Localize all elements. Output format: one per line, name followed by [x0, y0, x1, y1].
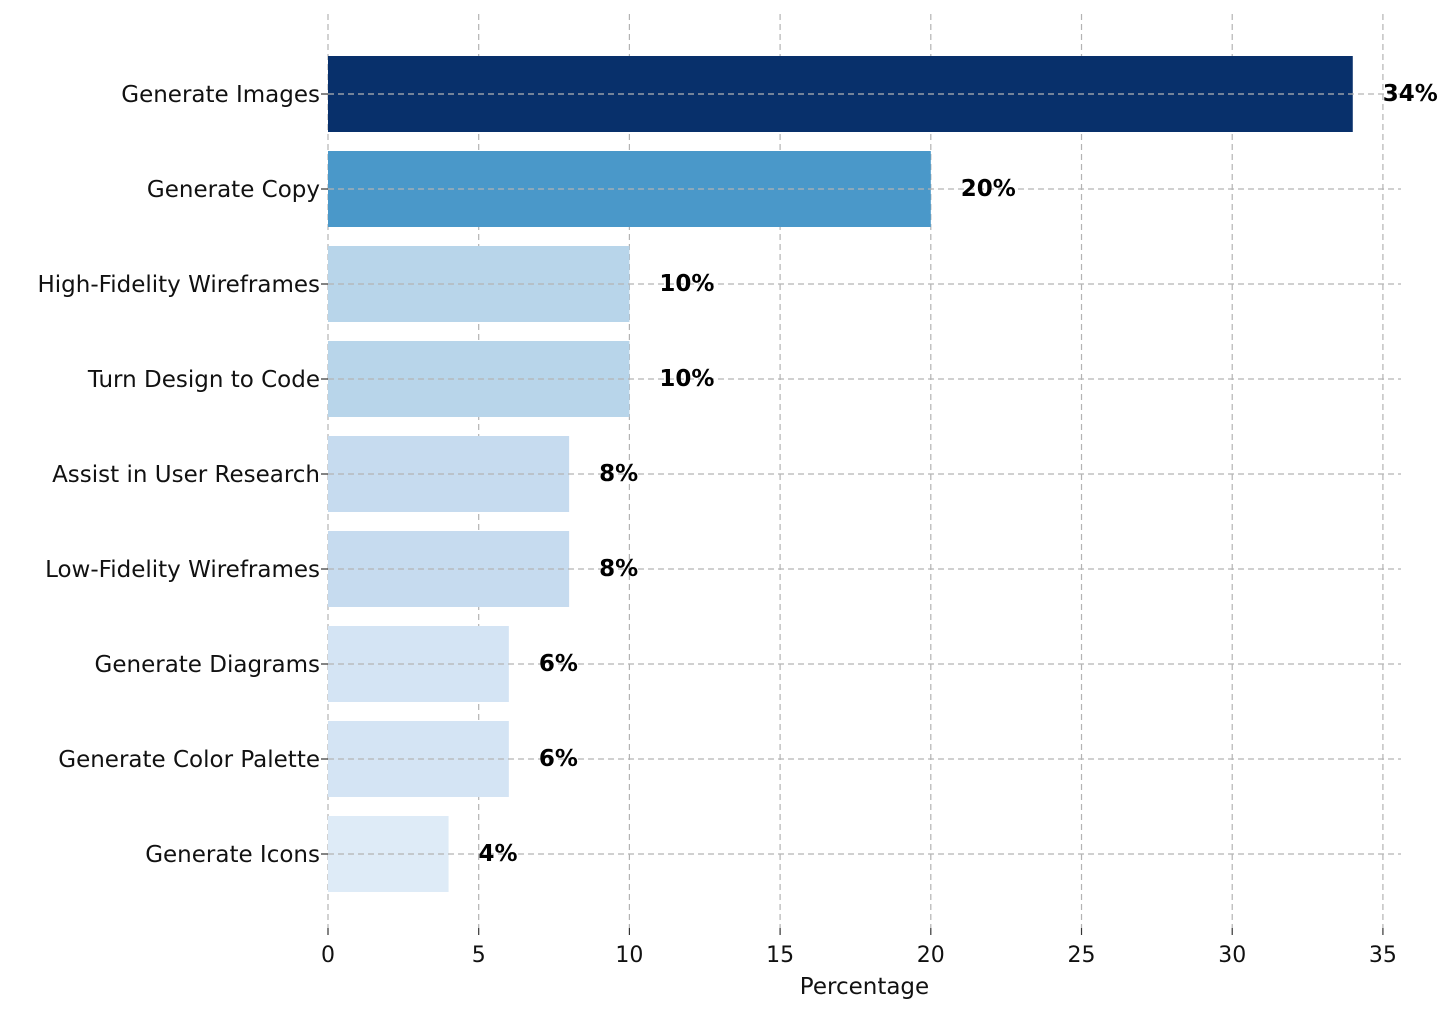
category-label: Generate Diagrams	[95, 652, 320, 678]
value-labels: 34% 20% 10% 10% 8% 8% 6% 6% 4%	[479, 81, 1438, 867]
x-tick-label: 15	[766, 943, 794, 968]
category-label: Generate Images	[121, 82, 320, 108]
category-label: Generate Icons	[145, 842, 320, 868]
category-label: Assist in User Research	[52, 462, 320, 488]
value-label: 10%	[659, 366, 714, 392]
value-label: 34%	[1383, 81, 1438, 107]
horizontal-grid-lines	[328, 93, 1401, 855]
category-label: Generate Copy	[147, 177, 320, 203]
category-label: High-Fidelity Wireframes	[38, 272, 321, 298]
value-label: 8%	[599, 556, 638, 582]
x-axis-title: Percentage	[800, 974, 929, 1000]
value-label: 6%	[539, 746, 578, 772]
x-tick-label: 0	[321, 943, 335, 968]
category-label: Generate Color Palette	[58, 747, 320, 773]
category-label: Turn Design to Code	[87, 367, 320, 393]
value-label: 4%	[479, 841, 518, 867]
value-label: 6%	[539, 651, 578, 677]
x-tick-label: 20	[917, 943, 945, 968]
x-axis: 0 5 10 15 20 25 30 35	[321, 928, 1397, 968]
x-tick-label: 25	[1068, 943, 1096, 968]
x-tick-label: 10	[615, 943, 643, 968]
value-label: 20%	[961, 176, 1016, 202]
x-tick-label: 35	[1369, 943, 1397, 968]
x-tick-label: 30	[1218, 943, 1246, 968]
y-axis: Generate Images Generate Copy High-Fidelit…	[38, 82, 328, 868]
category-label: Low-Fidelity Wireframes	[45, 557, 320, 583]
x-tick-label: 5	[472, 943, 486, 968]
value-label: 10%	[659, 271, 714, 297]
value-label: 8%	[599, 461, 638, 487]
